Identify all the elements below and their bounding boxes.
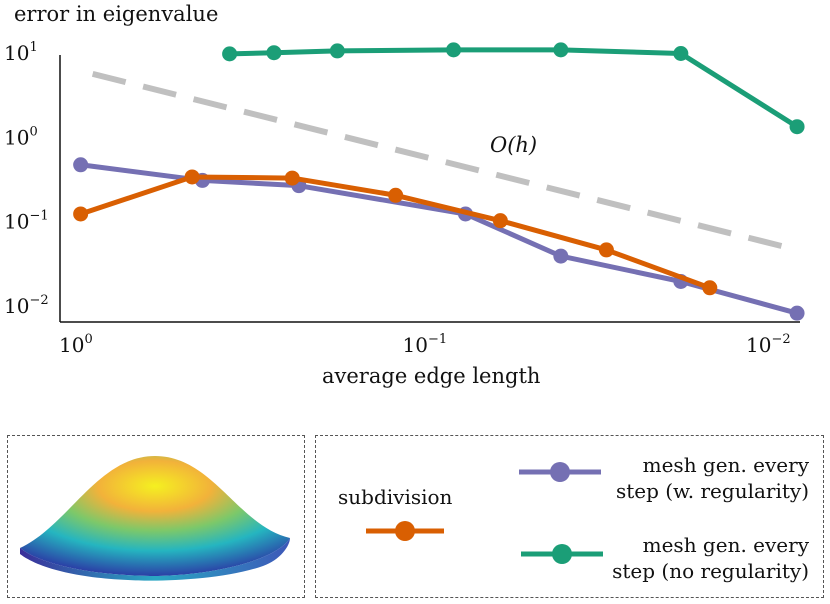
axes (59, 55, 800, 323)
x-axis-label: average edge length (322, 364, 541, 388)
y-tick-label: 10−1 (4, 209, 49, 234)
series-0 (73, 169, 718, 296)
y-tick-label: 10−2 (4, 293, 49, 318)
series-group (73, 42, 805, 321)
series-line (80, 162, 798, 316)
data-point (222, 46, 238, 62)
data-point (388, 187, 404, 203)
series-line (229, 47, 799, 129)
ticks: 100 10−1 10−2 101 100 10−1 10−2 (4, 40, 791, 357)
data-point (673, 45, 689, 61)
bump-surface-icon (20, 456, 290, 581)
legend-markers (366, 462, 603, 564)
thumbnail-box (7, 435, 305, 598)
data-point (446, 42, 462, 58)
data-point (598, 242, 614, 258)
data-point (553, 42, 569, 58)
legend-w-regularity-marker (519, 462, 601, 482)
x-tick-label: 10−1 (403, 332, 448, 357)
x-tick-label: 10−2 (746, 332, 791, 357)
chart-plot: 100 10−1 10−2 101 100 10−1 10−2 O(h) (4, 40, 805, 357)
legend-subdivision-label: subdivision (338, 485, 453, 509)
legend-w-regularity-label: mesh gen. every step (w. regularity) (615, 453, 809, 503)
reference-label: O(h) (490, 133, 537, 157)
data-point (553, 248, 569, 264)
y-tick-label: 101 (4, 40, 38, 65)
y-tick-label: 100 (4, 124, 38, 149)
data-point (789, 305, 805, 321)
data-point (284, 170, 300, 186)
data-point (184, 169, 200, 185)
legend-subdivision-marker (366, 521, 444, 541)
data-point (492, 213, 508, 229)
series-2 (222, 42, 805, 135)
data-point (266, 45, 282, 61)
data-point (702, 280, 718, 296)
reference-line (91, 70, 798, 253)
data-point (73, 206, 89, 222)
chart-title: error in eigenvalue (14, 2, 219, 26)
legend-no-regularity-label: mesh gen. every step (no regularity) (612, 533, 809, 583)
x-tick-label: 100 (59, 332, 93, 357)
data-point (789, 119, 805, 135)
legend-no-regularity-marker (521, 544, 603, 564)
reference-dashed-line (91, 70, 798, 253)
data-point (73, 157, 89, 173)
data-point (329, 43, 345, 59)
legend-box: subdivision mesh gen. every step (w. reg… (315, 435, 824, 598)
